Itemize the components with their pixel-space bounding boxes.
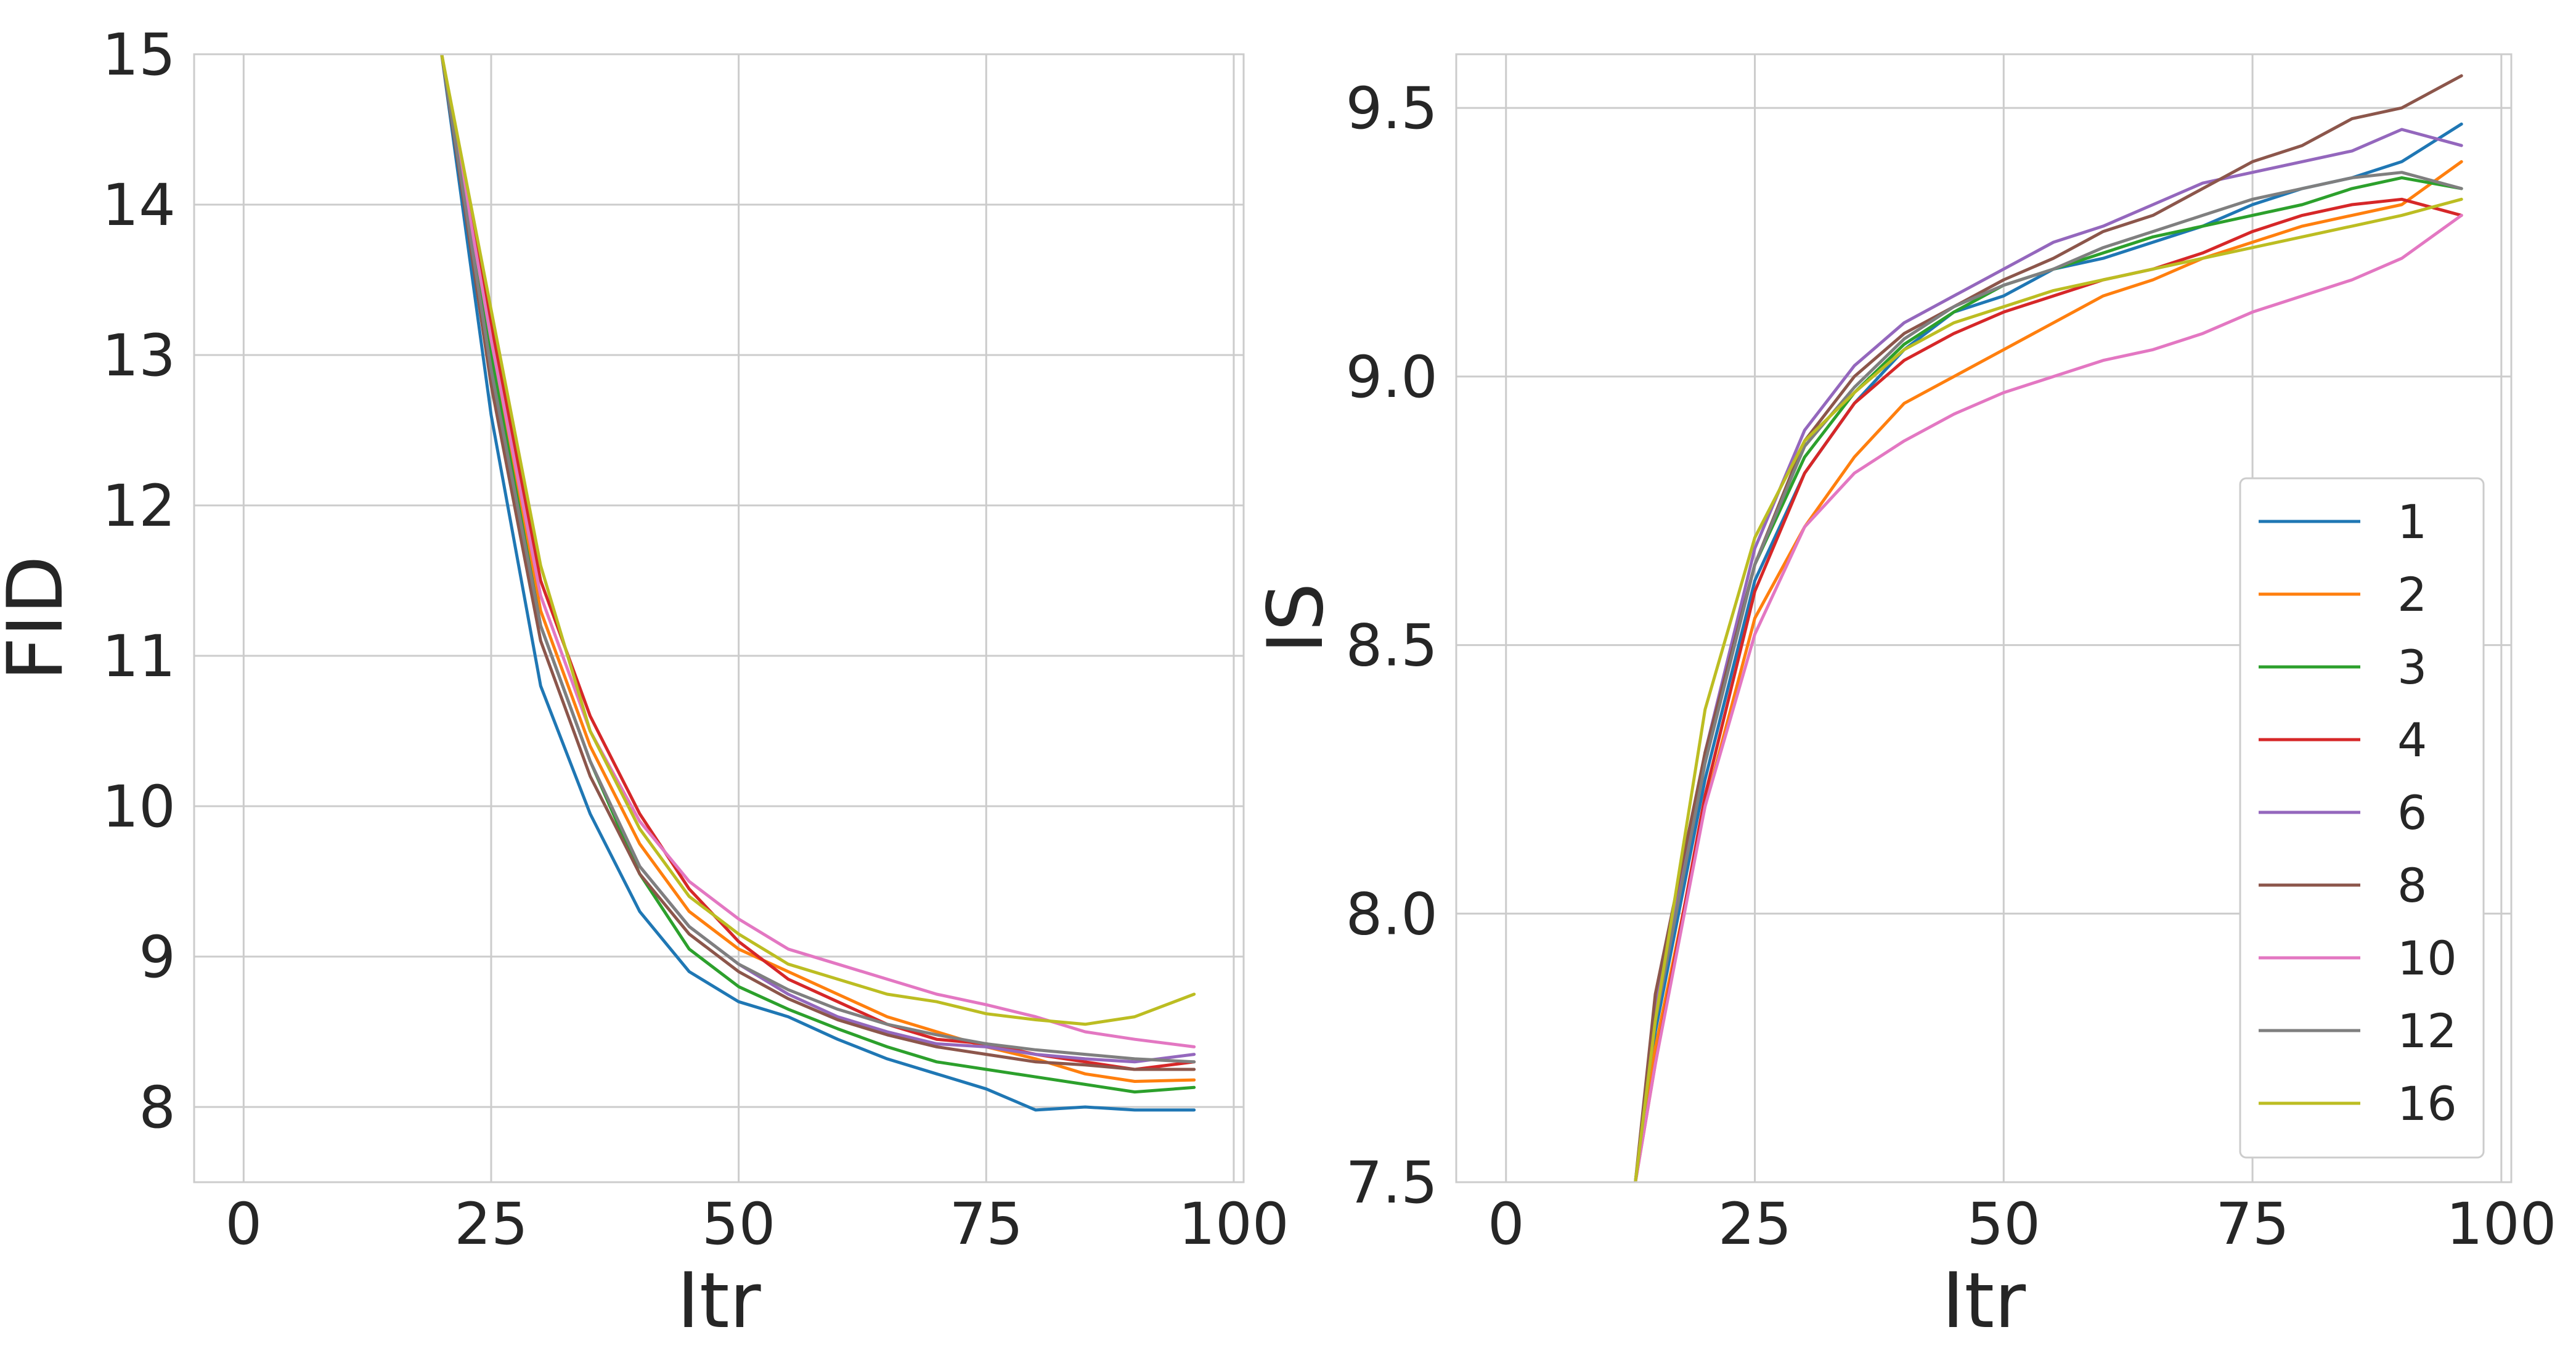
is-series-16-line — [1634, 197, 2463, 1182]
fid-plot-frame — [193, 53, 1245, 1183]
fid-series-3-line — [440, 54, 1196, 1094]
fid-series-8-line — [440, 54, 1196, 1071]
is-x-tick-label: 50 — [1967, 1191, 2040, 1258]
legend-label-10: 10 — [2397, 931, 2457, 986]
fid-y-axis-label: FID — [0, 555, 80, 680]
fid-x-tick-label: 75 — [949, 1191, 1023, 1258]
fid-series-1-line — [440, 54, 1196, 1112]
legend-label-16: 16 — [2397, 1076, 2457, 1131]
fid-chart: 0 25 50 75 100 8 9 10 11 12 13 14 15 Itr FID — [0, 22, 1289, 1346]
is-x-axis-label: Itr — [1942, 1257, 2026, 1346]
is-series-2-line — [1634, 160, 2463, 1182]
legend-label-6: 6 — [2397, 785, 2427, 840]
fid-ticks: 0 25 50 75 100 8 9 10 11 12 13 14 15 — [102, 22, 1289, 1258]
fid-x-tick-label: 50 — [702, 1191, 776, 1258]
fid-y-tick-label: 8 — [139, 1074, 176, 1142]
fid-x-tick-label: 25 — [454, 1191, 528, 1258]
fid-series-16-line — [440, 54, 1196, 1026]
legend-label-4: 4 — [2397, 713, 2427, 767]
fid-series-2-line — [440, 54, 1196, 1083]
is-ticks: 0 25 50 75 100 7.5 8.0 8.5 9.0 9.5 — [1346, 75, 2557, 1258]
is-series-12-line — [1634, 171, 2463, 1182]
legend-label-12: 12 — [2397, 1003, 2457, 1058]
legend-label-1: 1 — [2397, 494, 2427, 549]
is-y-tick-label: 8.0 — [1346, 881, 1438, 948]
is-series-4-line — [1634, 197, 2463, 1182]
is-y-axis-label: IS — [1252, 582, 1340, 653]
is-x-tick-label: 100 — [2446, 1191, 2556, 1258]
legend-label-3: 3 — [2397, 640, 2427, 695]
fid-x-tick-label: 0 — [225, 1191, 262, 1258]
fid-y-tick-label: 14 — [102, 172, 176, 239]
fid-series-lines — [440, 54, 1196, 1112]
is-series-lines — [1634, 74, 2463, 1182]
fid-x-tick-label: 100 — [1178, 1191, 1289, 1258]
is-y-tick-label: 9.5 — [1346, 75, 1438, 142]
fid-y-tick-label: 12 — [102, 473, 176, 540]
is-y-tick-label: 7.5 — [1346, 1150, 1438, 1217]
fid-series-12-line — [440, 54, 1196, 1064]
is-x-tick-label: 0 — [1488, 1191, 1525, 1258]
fid-y-tick-label: 13 — [102, 322, 176, 390]
is-plot-frame — [1455, 53, 2513, 1183]
is-x-tick-label: 75 — [2215, 1191, 2289, 1258]
fid-y-tick-label: 11 — [102, 623, 176, 690]
fid-series-10-line — [440, 54, 1196, 1048]
legend-label-2: 2 — [2397, 567, 2427, 622]
fid-y-tick-label: 10 — [102, 774, 176, 841]
is-series-6-line — [1634, 128, 2463, 1182]
fid-y-tick-label: 15 — [102, 22, 176, 89]
fid-grid — [194, 53, 1244, 1182]
fid-y-tick-label: 9 — [139, 924, 176, 991]
fid-series-4-line — [440, 54, 1196, 1071]
is-y-tick-label: 9.0 — [1346, 344, 1438, 411]
legend-box — [2239, 477, 2485, 1159]
is-y-tick-label: 8.5 — [1346, 613, 1438, 680]
is-x-tick-label: 25 — [1718, 1191, 1792, 1258]
fid-x-axis-label: Itr — [677, 1257, 760, 1346]
is-series-10-line — [1634, 213, 2463, 1182]
legend-label-8: 8 — [2397, 858, 2427, 913]
